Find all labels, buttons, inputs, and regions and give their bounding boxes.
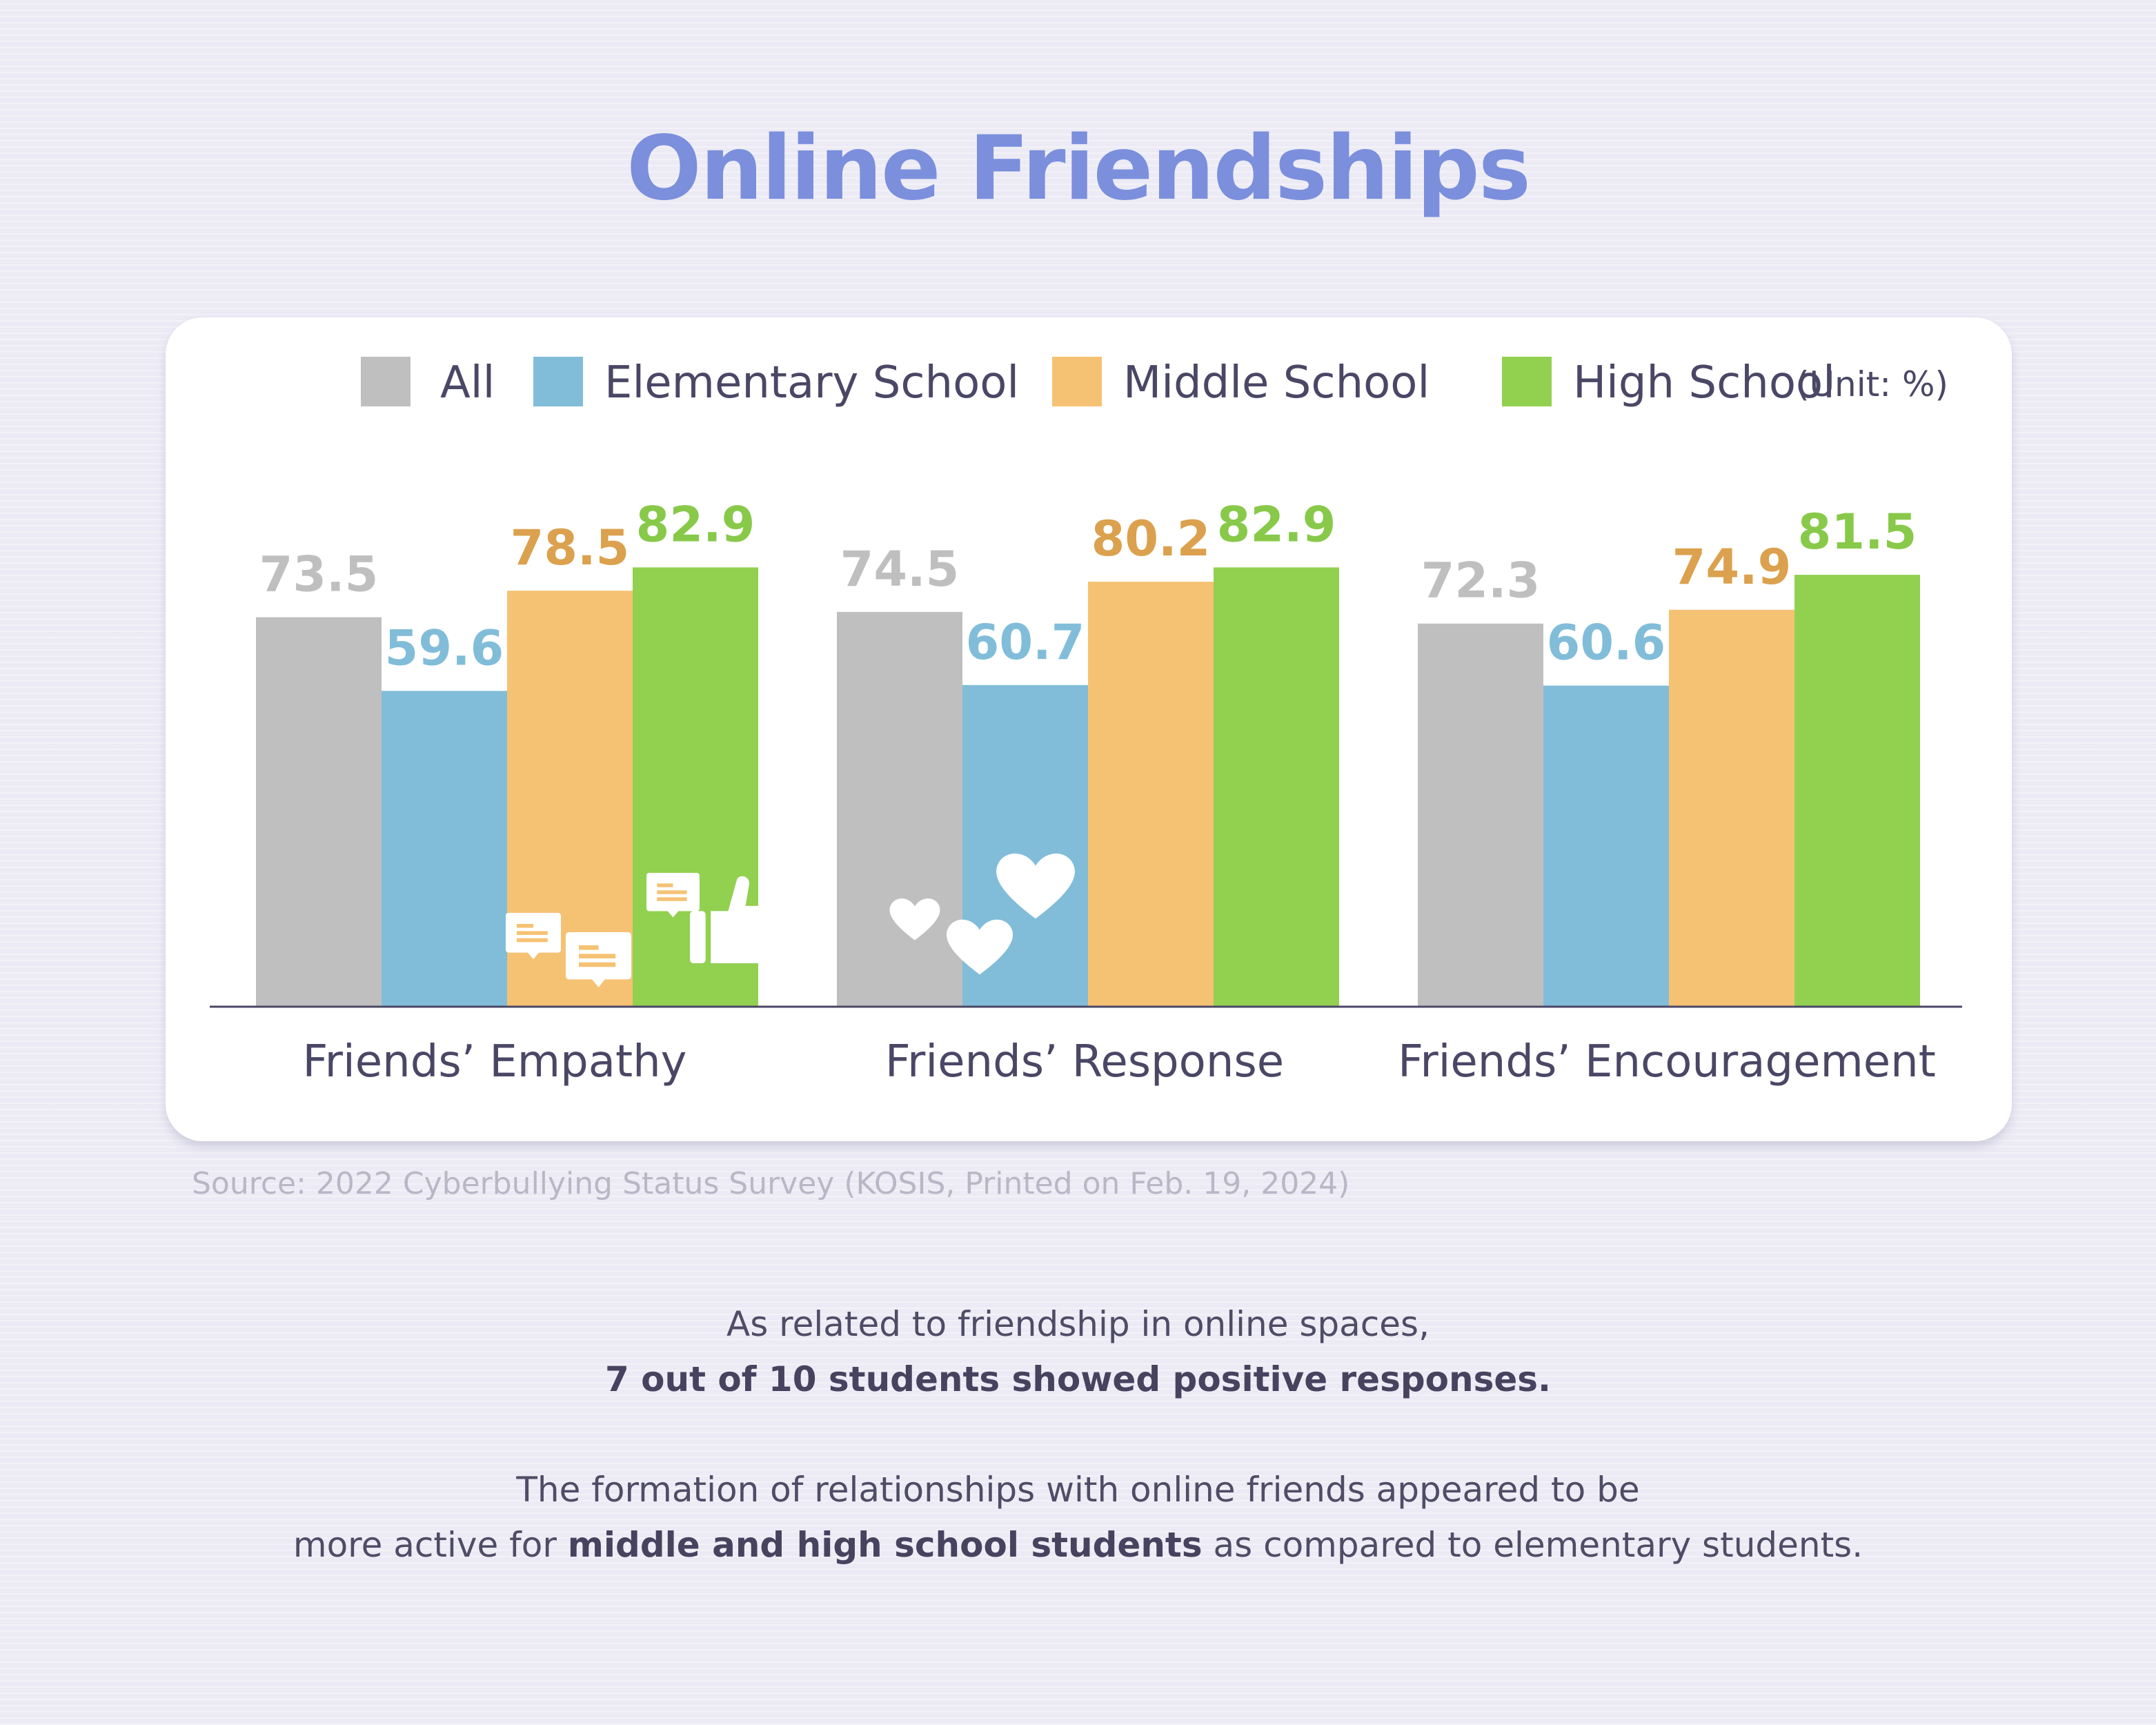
value-label-friends-encouragement-middle-school: 74.9 [1672,539,1792,595]
legend-label-elementary-school: Elementary School [604,357,1019,408]
value-label-friends-empathy-all: 73.5 [259,546,379,603]
value-label-friends-encouragement-elementary-school: 60.6 [1547,615,1666,671]
value-label-friends-response-high-school: 82.9 [1217,496,1336,553]
legend-label-high-school: High School [1573,357,1835,408]
category-label-friends-encouragement: Friends’ Encouragement [1398,1036,1936,1087]
legend-label-middle-school: Middle School [1123,357,1430,408]
legend-swatch-all [361,357,411,406]
summary-line-1: As related to friendship in online space… [726,1304,1430,1344]
bar-friends-response-all [837,611,962,1007]
decorative-icons [506,854,1075,987]
summary-line-3: The formation of relationships with onli… [516,1470,1640,1510]
category-label-friends-response: Friends’ Response [885,1036,1284,1087]
summary-line-2: 7 out of 10 students showed positive res… [604,1359,1552,1399]
value-label-friends-empathy-elementary-school: 59.6 [385,620,504,676]
bar-friends-response-middle-school [1088,582,1214,1007]
bar-chart: All Elementary School Middle School High Sc… [210,357,1962,1087]
legend-swatch-middle-school [1052,357,1102,406]
bar-friends-empathy-all [256,617,382,1007]
category-labels: Friends’ Empathy Friends’ Response Friends… [303,1036,1936,1087]
summary-line-4-pre: more active for [293,1525,568,1565]
category-label-friends-empathy: Friends’ Empathy [303,1036,687,1087]
bars: 73.559.678.5 82.974.560.780.2 82.972.360.6… [256,496,1920,1007]
bar-friends-encouragement-high-school [1794,575,1920,1007]
unit-label: (Unit: %) [1796,364,1948,404]
value-label-friends-encouragement-all: 72.3 [1421,553,1541,609]
legend-swatch-high-school [1502,357,1552,406]
heart-icon [947,919,1013,975]
bar-friends-encouragement-elementary-school [1543,685,1669,1007]
thumbs-up-icon [690,876,784,963]
bar-friends-encouragement-all [1418,623,1543,1007]
bar-friends-response-high-school [1214,567,1339,1007]
summary-line-4-bold: middle and high school students [567,1525,1203,1565]
legend-swatch-elementary-school [533,357,583,406]
value-label-friends-response-all: 74.5 [840,541,960,598]
value-label-friends-empathy-middle-school: 78.5 [511,520,630,576]
legend: All Elementary School Middle School High Sc… [361,357,1948,408]
value-label-friends-response-elementary-school: 60.7 [966,614,1085,671]
legend-label-all: All [440,357,495,408]
summary-line-4: more active for middle and high school s… [0,1525,2156,1565]
summary-line-4-post: as compared to elementary students. [1202,1525,1863,1565]
source-note: Source: 2022 Cyberbullying Status Survey… [192,1166,1350,1201]
bar-friends-encouragement-middle-school [1669,609,1794,1007]
value-label-friends-empathy-high-school: 82.9 [636,496,755,553]
chart-card: All Elementary School Middle School High Sc… [166,317,2012,1141]
value-label-friends-response-middle-school: 80.2 [1091,511,1211,567]
heart-icon [996,854,1075,919]
page-title: Online Friendships [626,117,1531,220]
speech-bubble-icon [566,932,631,987]
value-label-friends-encouragement-high-school: 81.5 [1798,504,1917,560]
speech-bubble-icon [646,873,700,918]
bar-friends-empathy-elementary-school [382,691,507,1007]
heart-icon [889,898,940,940]
speech-bubble-icon [506,913,561,960]
